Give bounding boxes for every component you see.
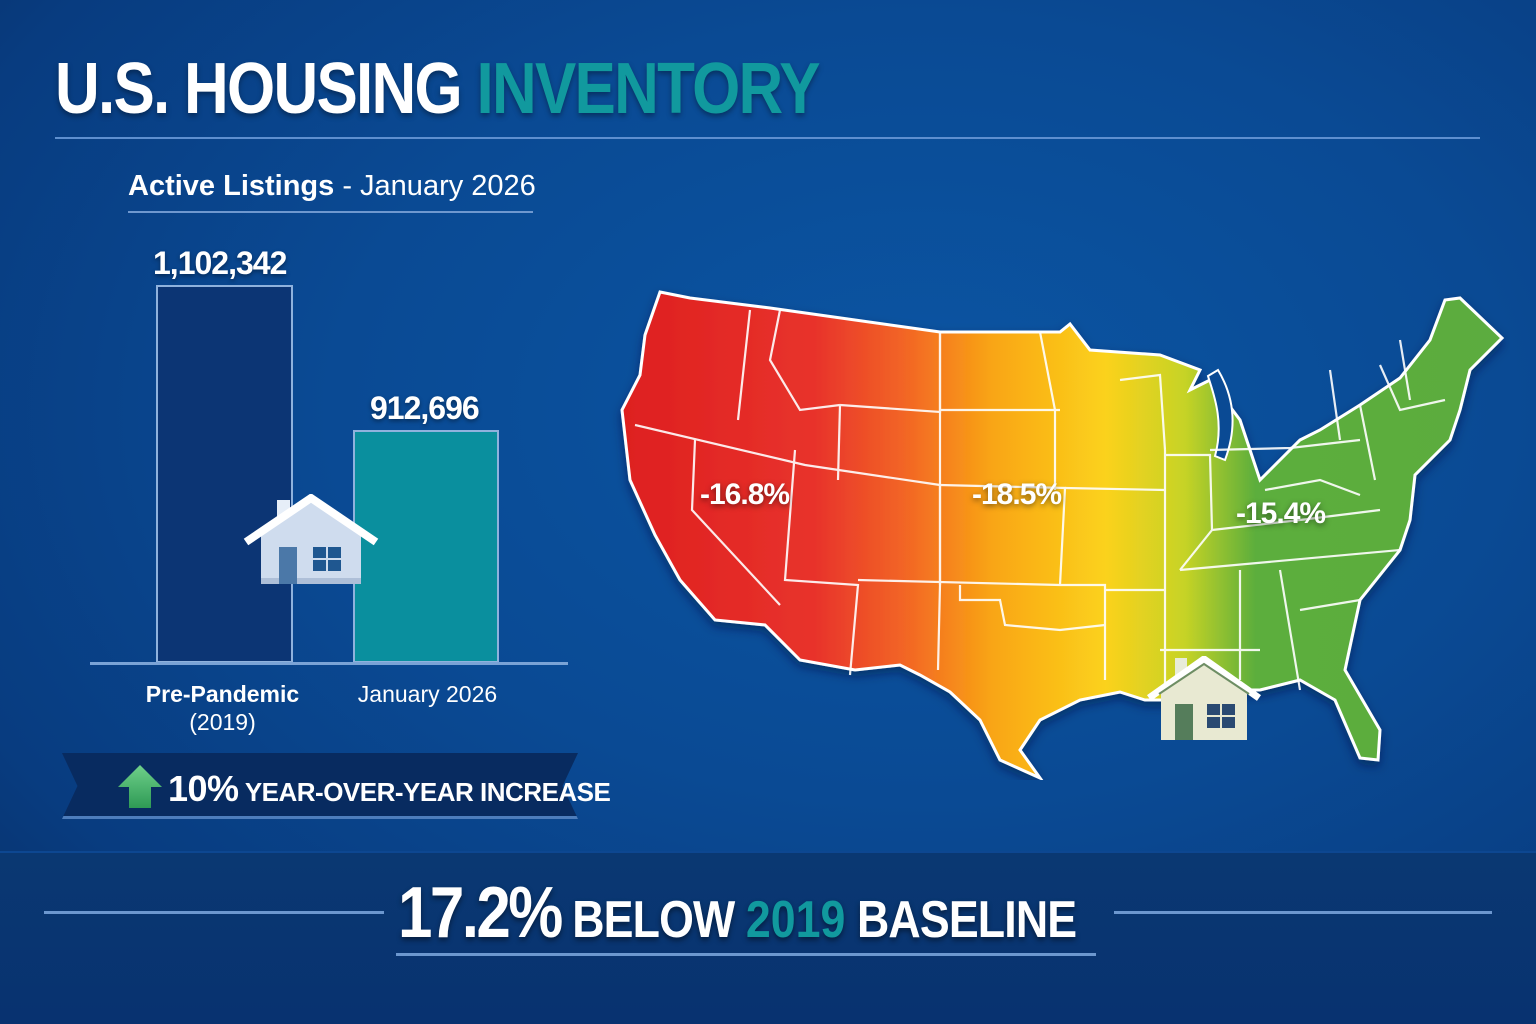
footer-rule-left: [44, 911, 384, 914]
chart-subtitle: Active Listings - January 2026: [128, 170, 536, 203]
map-label-west: -16.8%: [700, 478, 790, 511]
yoy-text: 10% YEAR-OVER-YEAR INCREASE: [168, 768, 611, 810]
subtitle-date: - January 2026: [334, 170, 536, 202]
x-label-2026: January 2026: [357, 681, 498, 707]
title-teal: INVENTORY: [476, 49, 820, 129]
bar-2019: [156, 285, 293, 663]
footer-band: [0, 851, 1536, 1024]
x-label-2019: Pre-Pandemic (2019): [130, 680, 315, 736]
map-label-midwest: -18.5%: [972, 478, 1062, 511]
footer-headline: 17.2% BELOW 2019 BASELINE: [398, 872, 1077, 954]
footer-text-baseline: BASELINE: [845, 891, 1077, 949]
x-label-2019-year: (2019): [189, 709, 256, 735]
yoy-label: YEAR-OVER-YEAR INCREASE: [238, 777, 611, 807]
us-map: [620, 290, 1505, 780]
yoy-percent: 10%: [168, 768, 239, 809]
bar-value-2019: 1,102,342: [153, 245, 287, 281]
bar-value-2026: 912,696: [370, 390, 480, 426]
state-borders: [634, 309, 1446, 700]
up-arrow-icon: [118, 765, 162, 808]
chart-baseline: [90, 662, 568, 665]
title-white: U.S. HOUSING: [55, 49, 463, 129]
footer-text-below: BELOW: [560, 891, 746, 949]
bar-2026: [353, 430, 499, 663]
house-icon-map: [1147, 656, 1261, 740]
subtitle-divider: [128, 211, 533, 213]
title-divider: [55, 137, 1480, 139]
subtitle-bold: Active Listings: [128, 170, 335, 202]
footer-rule-right: [1114, 911, 1492, 914]
page-title: U.S. HOUSING INVENTORY: [55, 48, 821, 130]
x-label-2019-title: Pre-Pandemic: [145, 681, 300, 707]
footer-percent: 17.2%: [398, 873, 563, 953]
house-icon: [243, 494, 379, 584]
footer-underline: [396, 953, 1096, 956]
footer-year: 2019: [745, 891, 846, 949]
map-label-east: -15.4%: [1236, 497, 1326, 530]
